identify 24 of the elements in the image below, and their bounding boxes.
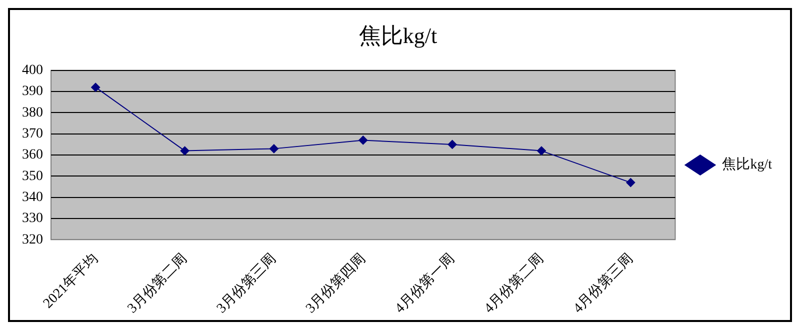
y-tick-label: 350 [22, 168, 43, 184]
x-tick-label: 3月份第四周 [302, 250, 369, 316]
point [536, 146, 546, 156]
point [180, 146, 190, 156]
x-tick-label: 3月份第三周 [214, 250, 280, 316]
y-tick-label: 370 [22, 126, 43, 142]
point [91, 82, 100, 92]
chart-title: 焦比kg/t [358, 22, 438, 48]
y-tick-label: 360 [22, 148, 43, 163]
point [358, 136, 368, 145]
point [448, 140, 457, 149]
y-tick-label: 320 [22, 232, 43, 248]
legend-label: 焦比kg/t [722, 156, 772, 173]
y-tick-label: 380 [22, 105, 43, 120]
point [626, 178, 636, 188]
x-tick-label: 3月份第二周 [124, 250, 190, 316]
y-tick-label: 340 [22, 190, 43, 206]
x-tick-label: 4月份第一周 [392, 250, 458, 316]
x-tick-label: 4月份第三周 [570, 250, 636, 316]
point [269, 144, 278, 154]
y-tick-label: 390 [22, 84, 43, 100]
x-tick-label: 4月份第二周 [481, 250, 547, 316]
y-tick-label: 330 [22, 211, 43, 226]
y-tick-label: 400 [22, 63, 43, 78]
